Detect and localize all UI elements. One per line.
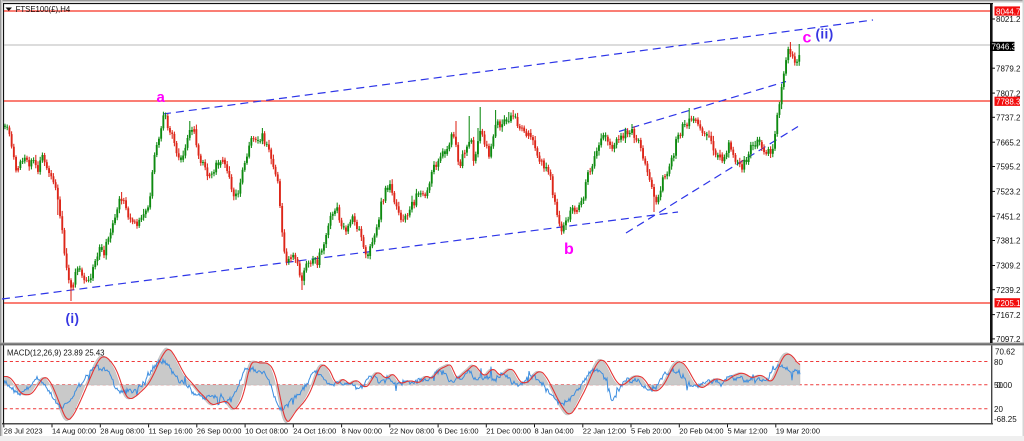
svg-text:7879.2: 7879.2 <box>996 64 1021 73</box>
svg-text:26 Sep 00:00: 26 Sep 00:00 <box>197 427 242 436</box>
svg-text:24 Oct 16:00: 24 Oct 16:00 <box>293 427 336 436</box>
svg-text:7205.1: 7205.1 <box>996 299 1021 308</box>
svg-text:7239.2: 7239.2 <box>996 286 1021 295</box>
svg-text:22 Jan 12:00: 22 Jan 12:00 <box>583 427 626 436</box>
svg-text:8044.7: 8044.7 <box>996 7 1021 16</box>
svg-text:8021.2: 8021.2 <box>996 15 1021 24</box>
svg-text:28 Aug 08:00: 28 Aug 08:00 <box>100 427 144 436</box>
svg-text:7788.3: 7788.3 <box>996 98 1021 107</box>
svg-text:21 Dec 00:00: 21 Dec 00:00 <box>486 427 531 436</box>
svg-text:50: 50 <box>994 381 1003 390</box>
svg-text:11 Sep 16:00: 11 Sep 16:00 <box>149 427 193 436</box>
svg-text:7737.2: 7737.2 <box>996 114 1021 123</box>
svg-text:0.00: 0.00 <box>997 381 1013 390</box>
svg-text:5 Feb 20:00: 5 Feb 20:00 <box>631 427 671 436</box>
svg-text:19 Mar 20:00: 19 Mar 20:00 <box>776 427 820 436</box>
svg-text:7523.2: 7523.2 <box>996 188 1021 197</box>
svg-text:7595.2: 7595.2 <box>996 163 1021 172</box>
svg-text:7946.3: 7946.3 <box>992 43 1017 52</box>
svg-text:10 Oct 08:00: 10 Oct 08:00 <box>245 427 288 436</box>
svg-text:7807.2: 7807.2 <box>996 89 1021 98</box>
svg-text:7309.2: 7309.2 <box>996 262 1021 271</box>
svg-text:a: a <box>157 89 166 106</box>
svg-text:MACD(12,26,9) 23.89 25.43: MACD(12,26,9) 23.89 25.43 <box>7 349 105 358</box>
svg-text:FTSE100(£),H4: FTSE100(£),H4 <box>16 5 71 14</box>
svg-text:7381.2: 7381.2 <box>996 237 1021 246</box>
svg-text:7665.2: 7665.2 <box>996 138 1021 147</box>
svg-text:b: b <box>564 241 574 258</box>
svg-text:20: 20 <box>994 405 1003 414</box>
svg-text:20 Feb 04:00: 20 Feb 04:00 <box>679 427 723 436</box>
svg-text:(ii): (ii) <box>816 26 834 41</box>
svg-text:7167.2: 7167.2 <box>996 311 1021 320</box>
svg-text:6 Dec 16:00: 6 Dec 16:00 <box>438 427 478 436</box>
svg-text:28 Jul 2023: 28 Jul 2023 <box>4 427 43 436</box>
svg-text:c: c <box>803 30 812 47</box>
svg-text:8 Jan 04:00: 8 Jan 04:00 <box>535 427 574 436</box>
svg-text:5 Mar 12:00: 5 Mar 12:00 <box>728 427 768 436</box>
svg-text:7451.2: 7451.2 <box>996 213 1021 222</box>
svg-text:8 Nov 00:00: 8 Nov 00:00 <box>342 427 382 436</box>
svg-text:(i): (i) <box>66 311 80 326</box>
svg-text:22 Nov 08:00: 22 Nov 08:00 <box>390 427 435 436</box>
svg-text:7097.2: 7097.2 <box>996 335 1021 344</box>
svg-text:14 Aug 00:00: 14 Aug 00:00 <box>52 427 96 436</box>
svg-text:80: 80 <box>994 358 1003 367</box>
svg-text:70.62: 70.62 <box>995 348 1016 357</box>
svg-text:-68.25: -68.25 <box>994 415 1017 424</box>
